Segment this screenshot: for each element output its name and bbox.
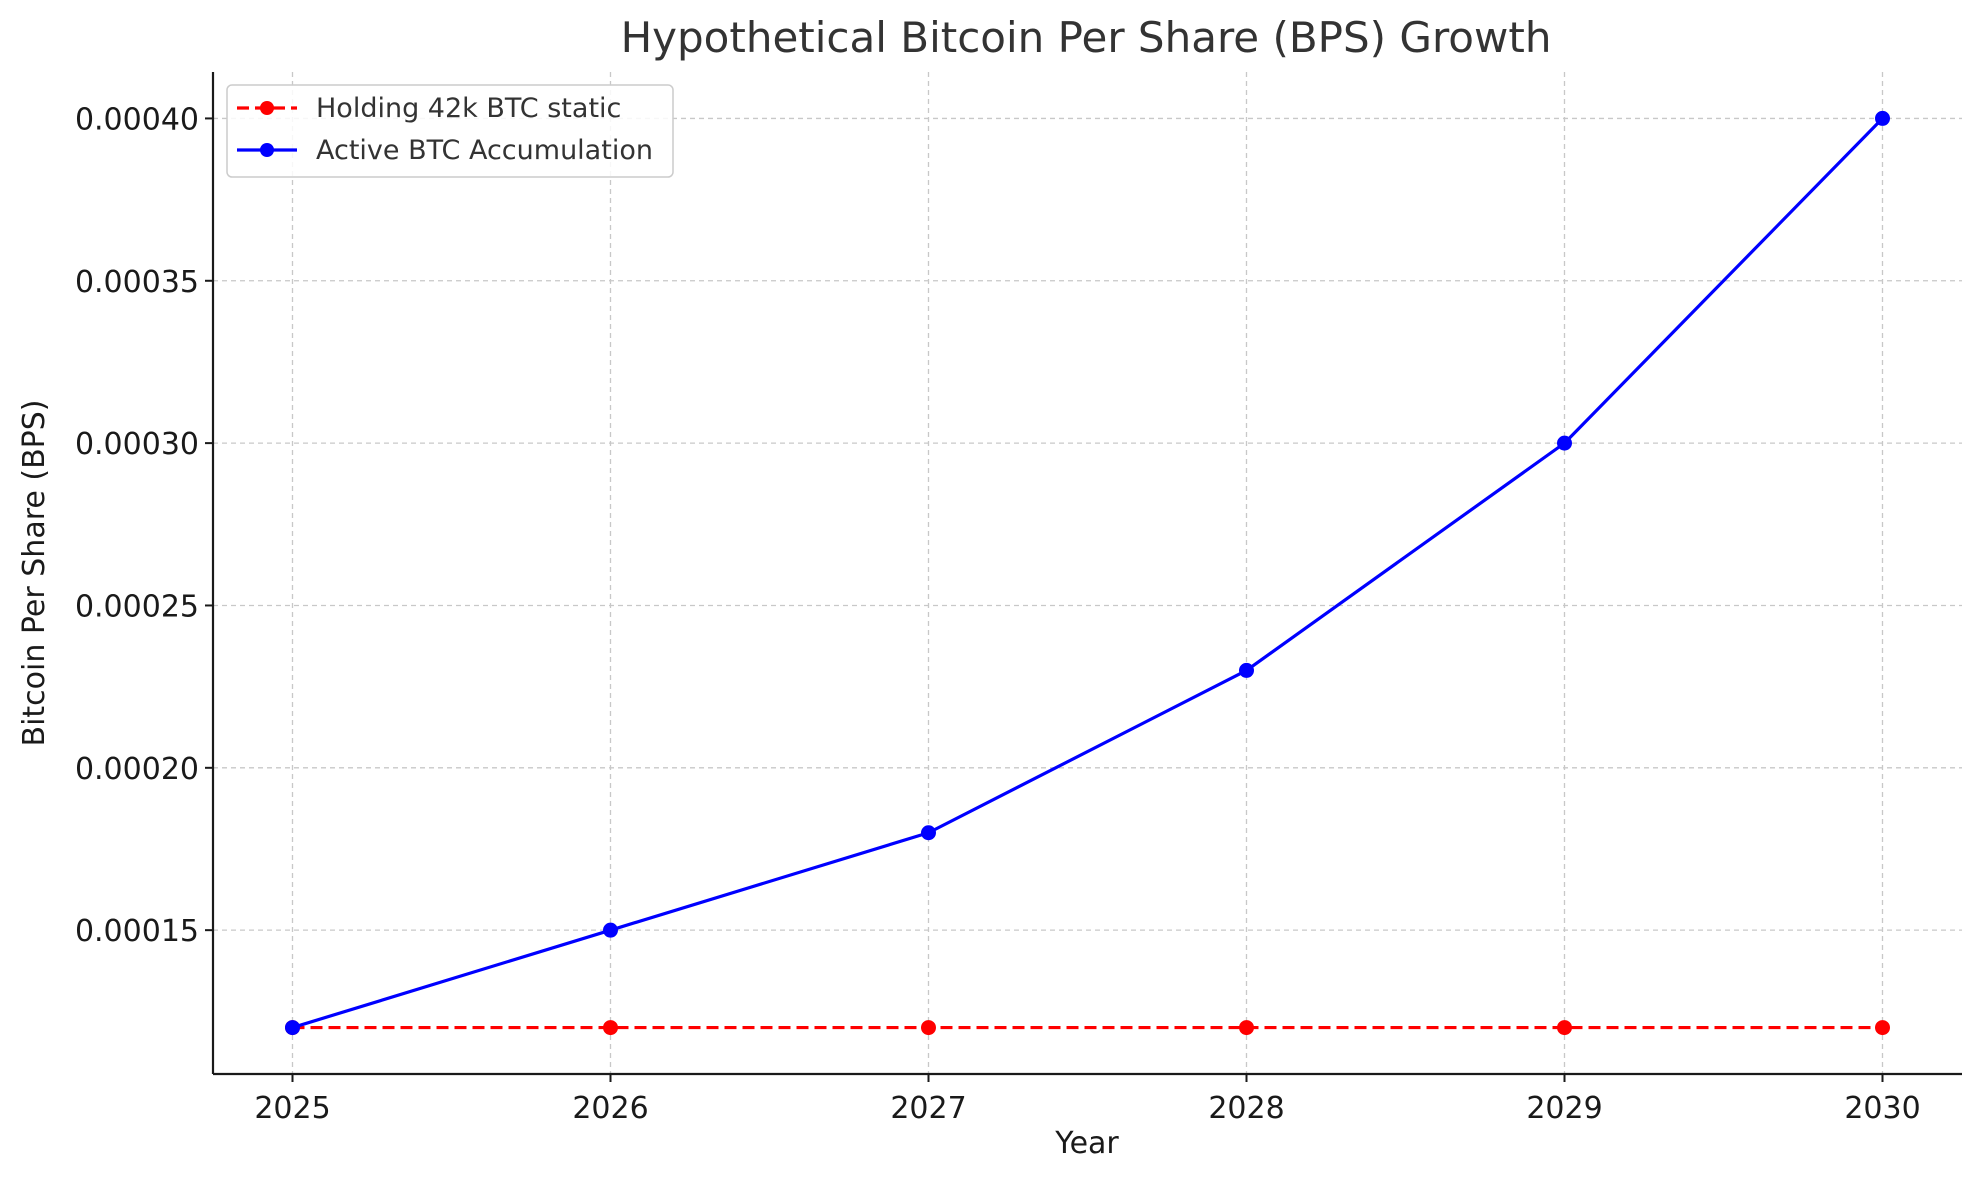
data-point-accumulation [921,825,936,841]
y-tick-label: 0.00020 [75,752,199,787]
x-axis-label: Year [1054,1126,1119,1161]
legend-entry-static: Holding 42k BTC static [237,93,621,124]
legend-label-accumulation: Active BTC Accumulation [316,135,653,166]
data-point-static [1239,1020,1254,1036]
y-tick-label: 0.00035 [75,265,199,300]
series-line-accumulation [292,117,1884,1030]
axes [211,72,1962,1076]
series-static [285,1020,1890,1036]
data-point-static [1557,1020,1572,1036]
y-tick-label: 0.00015 [75,914,199,949]
x-tick-label: 2029 [1526,1091,1602,1126]
x-tick-label: 2030 [1844,1091,1920,1126]
series-accumulation [285,110,1890,1036]
legend-marker-static [260,101,274,115]
chart-title: Hypothetical Bitcoin Per Share (BPS) Gro… [621,13,1552,62]
grid [213,72,1962,1074]
y-tick-label: 0.00040 [75,102,199,137]
y-tick-label: 0.00030 [75,427,199,462]
data-point-accumulation [603,922,618,938]
legend: Holding 42k BTC static Active BTC Accumu… [226,84,674,178]
data-point-accumulation [1875,110,1890,126]
data-point-static [1875,1020,1890,1036]
data-point-static [603,1020,618,1036]
y-tick-label: 0.00025 [75,589,199,624]
legend-frame [226,84,674,178]
x-tick-label: 2025 [254,1091,330,1126]
data-point-accumulation [1557,435,1572,451]
legend-marker-accumulation [260,143,274,157]
y-axis-label: Bitcoin Per Share (BPS) [17,400,52,747]
legend-entry-accumulation: Active BTC Accumulation [237,135,653,166]
x-tick-label: 2028 [1208,1091,1284,1126]
series [285,110,1890,1036]
x-tick-label: 2026 [572,1091,648,1126]
ticks: 2025 2026 2027 2028 2029 2030 0.00015 0.00020 0.… [75,102,1921,1126]
data-point-static [921,1020,936,1036]
legend-label-static: Holding 42k BTC static [316,93,621,124]
x-tick-label: 2027 [890,1091,966,1126]
data-point-accumulation [285,1020,300,1036]
data-point-accumulation [1239,662,1254,678]
